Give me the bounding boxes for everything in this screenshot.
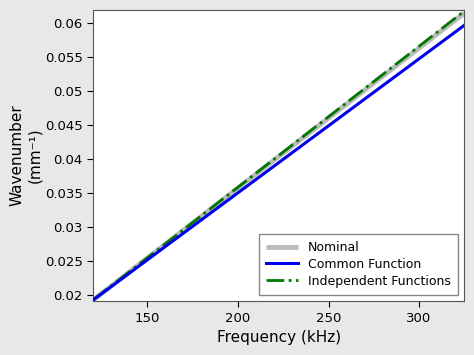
- Nominal: [453, 18, 458, 22]
- Common Function: [311, 134, 317, 138]
- Line: Nominal: Nominal: [93, 13, 464, 300]
- Independent Functions: [461, 9, 467, 13]
- Common Function: [461, 23, 467, 27]
- Nominal: [461, 11, 467, 15]
- Independent Functions: [91, 298, 96, 302]
- Independent Functions: [269, 159, 274, 163]
- Line: Independent Functions: Independent Functions: [93, 11, 464, 300]
- Nominal: [269, 160, 274, 164]
- Common Function: [394, 73, 400, 77]
- Y-axis label: Wavenumber
(mm⁻¹): Wavenumber (mm⁻¹): [10, 105, 42, 206]
- Independent Functions: [291, 142, 297, 146]
- Common Function: [453, 30, 458, 34]
- Common Function: [291, 149, 297, 153]
- Common Function: [266, 168, 272, 172]
- Independent Functions: [394, 61, 400, 65]
- Nominal: [291, 143, 297, 147]
- Independent Functions: [453, 16, 458, 20]
- X-axis label: Frequency (kHz): Frequency (kHz): [217, 330, 341, 345]
- Nominal: [311, 127, 317, 131]
- Nominal: [266, 162, 272, 166]
- Nominal: [394, 63, 400, 67]
- Common Function: [91, 298, 96, 302]
- Independent Functions: [311, 126, 317, 130]
- Nominal: [91, 298, 96, 302]
- Legend: Nominal, Common Function, Independent Functions: Nominal, Common Function, Independent Fu…: [259, 234, 458, 295]
- Independent Functions: [266, 160, 272, 165]
- Line: Common Function: Common Function: [93, 25, 464, 300]
- Common Function: [269, 166, 274, 170]
